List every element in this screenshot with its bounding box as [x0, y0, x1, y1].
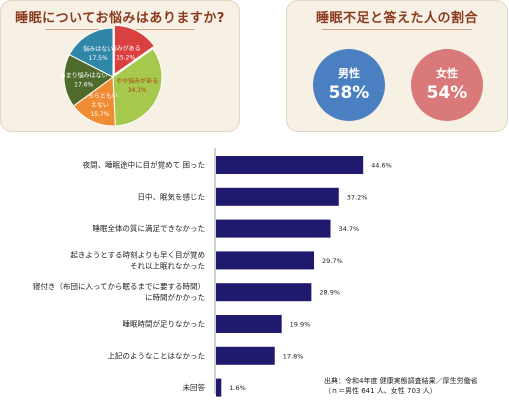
bar [216, 315, 282, 333]
bar-value-label: 34.7% [339, 225, 360, 233]
bar [216, 346, 275, 365]
bar-category-label: 寝付き（布団に入ってから眠るまでに要する時間）に時間がかかった [33, 281, 205, 302]
bar [216, 283, 312, 302]
pie-slice-label: あまり悩みはない 17.6% [60, 71, 108, 88]
bar [216, 156, 364, 174]
sleep-worry-panel: 睡眠についてお悩みはありますか? 悩みがある 15.2% やや悩みがある 34.1% ど… [0, 0, 240, 132]
bar-category-label: 上記のようなことはなかった [108, 350, 206, 360]
pie-slice [63, 54, 114, 107]
pie-slice-label: 悩みはない 17.5% [83, 45, 113, 62]
bar-category-label: 睡眠全体の質に満足できなかった [93, 223, 206, 233]
bar-value-label: 19.9% [290, 321, 311, 329]
bar-category-label: 睡眠時間が足りなかった [123, 319, 206, 329]
male-value: 58% [328, 83, 370, 103]
bar-category-label: 未回答 [183, 382, 206, 392]
source-line-2: （ｎ＝男性 641 人、女性 703 人） [324, 387, 437, 395]
sleep-deprivation-ratio-panel: 睡眠不足と答えた人の割合 男性 58% 女性 54% [286, 0, 508, 132]
bar [216, 378, 222, 397]
pie-slice [72, 76, 116, 127]
female-value: 54% [426, 83, 468, 103]
pie-chart: 悩みがある 15.2% やや悩みがある 34.1%どちらともいえない 15.7% あまり悩… [60, 24, 163, 127]
pie-slice-label: 悩みがある 15.2% [111, 45, 141, 62]
bar-value-label: 44.6% [371, 162, 392, 170]
bar-value-label: 29.7% [322, 257, 343, 265]
female-circle [411, 49, 483, 121]
pie-slice [112, 47, 163, 127]
pie-slice-label: どちらともいえない 15.7% [82, 92, 118, 118]
male-label-group: 男性 58% [313, 65, 385, 103]
female-label: 女性 [436, 67, 458, 80]
pie-slice-label: やや悩みがある 34.1% [116, 77, 158, 94]
bar-category-label: 起きようとする時刻よりも早く目が覚めそれ以上眠れなかった [70, 249, 205, 270]
female-label-group: 女性 54% [411, 65, 483, 103]
source-note: 出典：令和4年度 健康実態調査結果／厚生労働省 （ｎ＝男性 641 人、女性 7… [324, 376, 478, 396]
pie-slice [113, 24, 156, 76]
bar-value-label: 1.6% [229, 384, 246, 392]
bar-value-label: 17.8% [283, 352, 304, 360]
ratio-circles [313, 49, 483, 121]
bar [216, 187, 339, 206]
pie-slice [68, 27, 114, 78]
bar-category-label: 夜間、睡眠途中に目が覚めて 困った [83, 160, 205, 170]
bar [216, 251, 315, 270]
ratio-title: 睡眠不足と答えた人の割合 [287, 7, 507, 30]
male-label: 男性 [338, 67, 360, 80]
bar-category-label: 日中、眠気を感じた [138, 191, 206, 201]
bar [216, 219, 331, 238]
male-circle [313, 49, 385, 121]
bar-value-label: 37.2% [347, 193, 368, 201]
source-line-1: 出典：令和4年度 健康実態調査結果／厚生労働省 [324, 377, 478, 385]
bar-value-label: 28.9% [319, 289, 340, 297]
